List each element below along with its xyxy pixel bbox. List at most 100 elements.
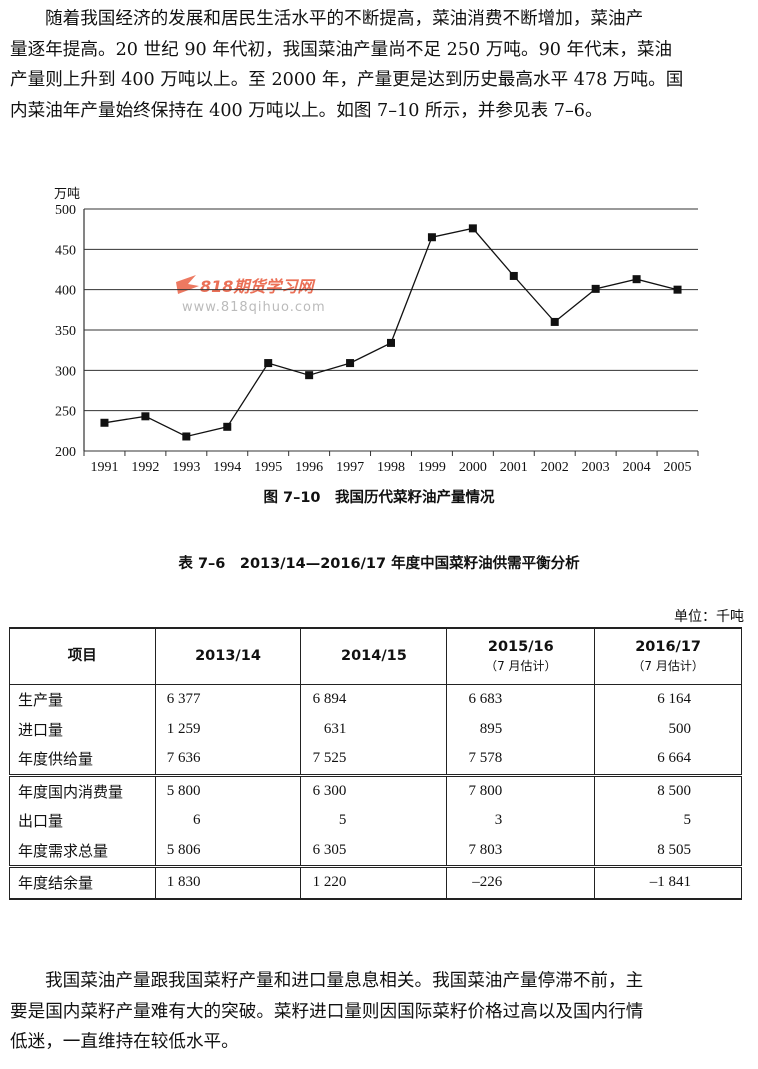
table-cell: 8 500 (657, 782, 691, 799)
table-cell: 6 300 (312, 782, 347, 799)
table-title: 表 7–6 2013/14—2016/17 年度中国菜籽油供需平衡分析 (178, 556, 580, 572)
data-point-marker (468, 224, 477, 233)
table-cell: 6 377 (166, 691, 201, 708)
data-point-marker (182, 432, 191, 441)
x-tick-label: 2002 (541, 460, 569, 475)
watermark-flame-icon (176, 275, 199, 294)
row-label: 进口量 (9, 714, 156, 744)
header-2015-note: （7 月估计） (485, 658, 557, 673)
intro-line: 量逐年提高。20 世纪 90 年代初，我国菜油产量尚不足 250 万吨。90 年… (10, 39, 673, 60)
row-label: 出口量 (9, 806, 156, 836)
table-cell: 7 800 (468, 782, 503, 799)
table-row: 生产量 6 377 6 894 6 683 6 164 (9, 684, 742, 715)
y-tick-label: 450 (55, 243, 76, 258)
x-tick-label: 1991 (90, 460, 118, 475)
header-item: 项目 (9, 627, 156, 685)
table-cell: 1 830 (166, 874, 201, 891)
data-point-marker (141, 412, 150, 421)
x-tick-label: 1993 (172, 460, 200, 475)
table-cell: 6 894 (312, 691, 347, 708)
intro-line: 随着我国经济的发展和居民生活水平的不断提高，菜油消费不断增加，菜油产 (45, 9, 644, 29)
header-2015: 2015/16 （7 月估计） (446, 627, 596, 685)
table-cell: –226 (472, 874, 503, 891)
header-2015-year: 2015/16 (487, 638, 554, 655)
x-tick-label: 1992 (131, 460, 159, 475)
data-point-marker (632, 275, 641, 284)
x-tick-label: 2003 (582, 460, 610, 475)
table-cell: 895 (479, 720, 503, 737)
table-cell: 7 636 (166, 750, 201, 767)
outro-line: 低迷，一直维持在较低水平。 (10, 1032, 239, 1052)
table-row: 年度需求总量 5 806 6 305 7 803 8 505 (9, 835, 742, 867)
table-row: 进口量 1 259 631 895 500 (9, 714, 742, 744)
header-2016-note: （7 月估计） (632, 658, 704, 673)
x-tick-label: 1997 (336, 460, 364, 475)
x-tick-label: 2001 (500, 460, 528, 475)
table-cell: 3 (494, 812, 503, 829)
supply-demand-table: 项目 2013/14 2014/15 2015/16 （7 月估计） 2016/1… (9, 627, 742, 900)
data-point-marker (305, 371, 314, 380)
table-cell: 6 164 (657, 691, 691, 708)
data-point-marker (223, 422, 232, 431)
header-2016: 2016/17 （7 月估计） (594, 627, 742, 685)
table-cell: 5 (683, 812, 692, 829)
header-2016-year: 2016/17 (635, 638, 702, 655)
x-tick-label: 1999 (418, 460, 446, 475)
y-axis-unit-label: 万吨 (54, 187, 80, 202)
table-cell: –1 841 (649, 874, 691, 891)
table-cell: 7 578 (468, 750, 503, 767)
row-label: 年度供给量 (9, 744, 156, 775)
table-cell: 1 259 (166, 720, 201, 737)
outro-line: 我国菜油产量跟我国菜籽产量和进口量息息相关。我国菜油产量停滞不前，主 (45, 971, 644, 991)
x-tick-label: 2004 (623, 460, 651, 475)
table-cell: 6 683 (468, 691, 503, 708)
header-2014: 2014/15 (300, 627, 448, 685)
x-tick-label: 2005 (664, 460, 692, 475)
intro-line: 内菜油年产量始终保持在 400 万吨以上。如图 7–10 所示，并参见表 7–6… (10, 100, 603, 121)
x-tick-label: 1998 (377, 460, 405, 475)
y-tick-label: 350 (55, 324, 76, 339)
table-cell: 5 800 (166, 782, 201, 799)
y-tick-label: 500 (55, 203, 76, 218)
data-point-marker (550, 317, 559, 326)
table-cell: 6 664 (657, 750, 691, 767)
watermark-url: www.818qihuo.com (182, 300, 326, 315)
x-tick-label: 1994 (213, 460, 241, 475)
outro-paragraph: 我国菜油产量跟我国菜籽产量和进口量息息相关。我国菜油产量停滞不前，主 要是国内菜… (10, 966, 750, 1058)
data-point-marker (264, 359, 273, 368)
table-header-row: 项目 2013/14 2014/15 2015/16 （7 月估计） 2016/1… (9, 627, 742, 685)
y-tick-label: 300 (55, 364, 76, 379)
table-cell: 5 (338, 812, 347, 829)
data-point-marker (346, 359, 355, 368)
outro-line: 要是国内菜籽产量难有大的突破。菜籽进口量则因国际菜籽价格过高以及国内行情 (10, 1001, 644, 1022)
row-label: 年度国内消费量 (9, 773, 156, 806)
x-tick-label: 1995 (254, 460, 282, 475)
table-cell: 7 803 (468, 841, 503, 858)
data-point-marker (427, 233, 436, 242)
table-unit: 单位：千吨 (674, 609, 744, 625)
data-point-marker (591, 284, 600, 293)
table-cell: 8 505 (657, 841, 691, 858)
table-cell: 5 806 (166, 841, 201, 858)
intro-line: 产量则上升到 400 万吨以上。至 2000 年，产量更是达到历史最高水平 47… (10, 70, 684, 90)
y-tick-label: 400 (55, 284, 76, 299)
header-2013: 2013/14 (154, 627, 302, 685)
x-tick-label: 2000 (459, 460, 487, 475)
data-point-marker (100, 418, 109, 427)
data-point-marker (387, 338, 395, 347)
table-row: 年度国内消费量 5 800 6 300 7 800 8 500 (9, 773, 742, 806)
row-label: 生产量 (9, 684, 156, 715)
y-tick-label: 250 (55, 405, 76, 420)
table-row: 年度供给量 7 636 7 525 7 578 6 664 (9, 744, 742, 775)
x-tick-label: 1996 (295, 460, 323, 475)
intro-paragraph: 随着我国经济的发展和居民生活水平的不断提高，菜油消费不断增加，菜油产 量逐年提高… (10, 4, 750, 126)
table-row: 年度结余量 1 830 1 220 –226 –1 841 (9, 865, 742, 900)
y-tick-label: 200 (55, 445, 76, 460)
table-cell: 500 (668, 720, 692, 737)
watermark-logo: 818期货学习网 (200, 277, 316, 296)
figure-caption: 图 7–10 我国历代菜籽油产量情况 (263, 490, 495, 506)
table-cell: 6 (192, 812, 201, 829)
production-line-chart: 818期货学习网 www.818qihuo.com 200 250 300 350 400 4… (54, 187, 699, 475)
table-cell: 1 220 (312, 874, 347, 891)
production-series-line (104, 227, 678, 438)
